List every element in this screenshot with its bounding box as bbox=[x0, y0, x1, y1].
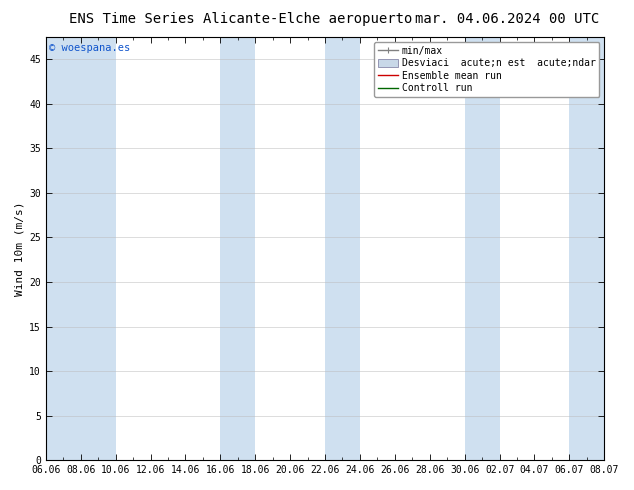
Text: © woespana.es: © woespana.es bbox=[49, 44, 130, 53]
Legend: min/max, Desviaci  acute;n est  acute;ndar, Ensemble mean run, Controll run: min/max, Desviaci acute;n est acute;ndar… bbox=[375, 42, 600, 97]
Bar bbox=[46, 37, 81, 460]
Text: ENS Time Series Alicante-Elche aeropuerto: ENS Time Series Alicante-Elche aeropuert… bbox=[69, 12, 413, 26]
Bar bbox=[465, 37, 500, 460]
Bar bbox=[569, 37, 604, 460]
Bar bbox=[221, 37, 256, 460]
Bar bbox=[81, 37, 115, 460]
Bar bbox=[325, 37, 360, 460]
Text: mar. 04.06.2024 00 UTC: mar. 04.06.2024 00 UTC bbox=[415, 12, 599, 26]
Y-axis label: Wind 10m (m/s): Wind 10m (m/s) bbox=[15, 201, 25, 296]
